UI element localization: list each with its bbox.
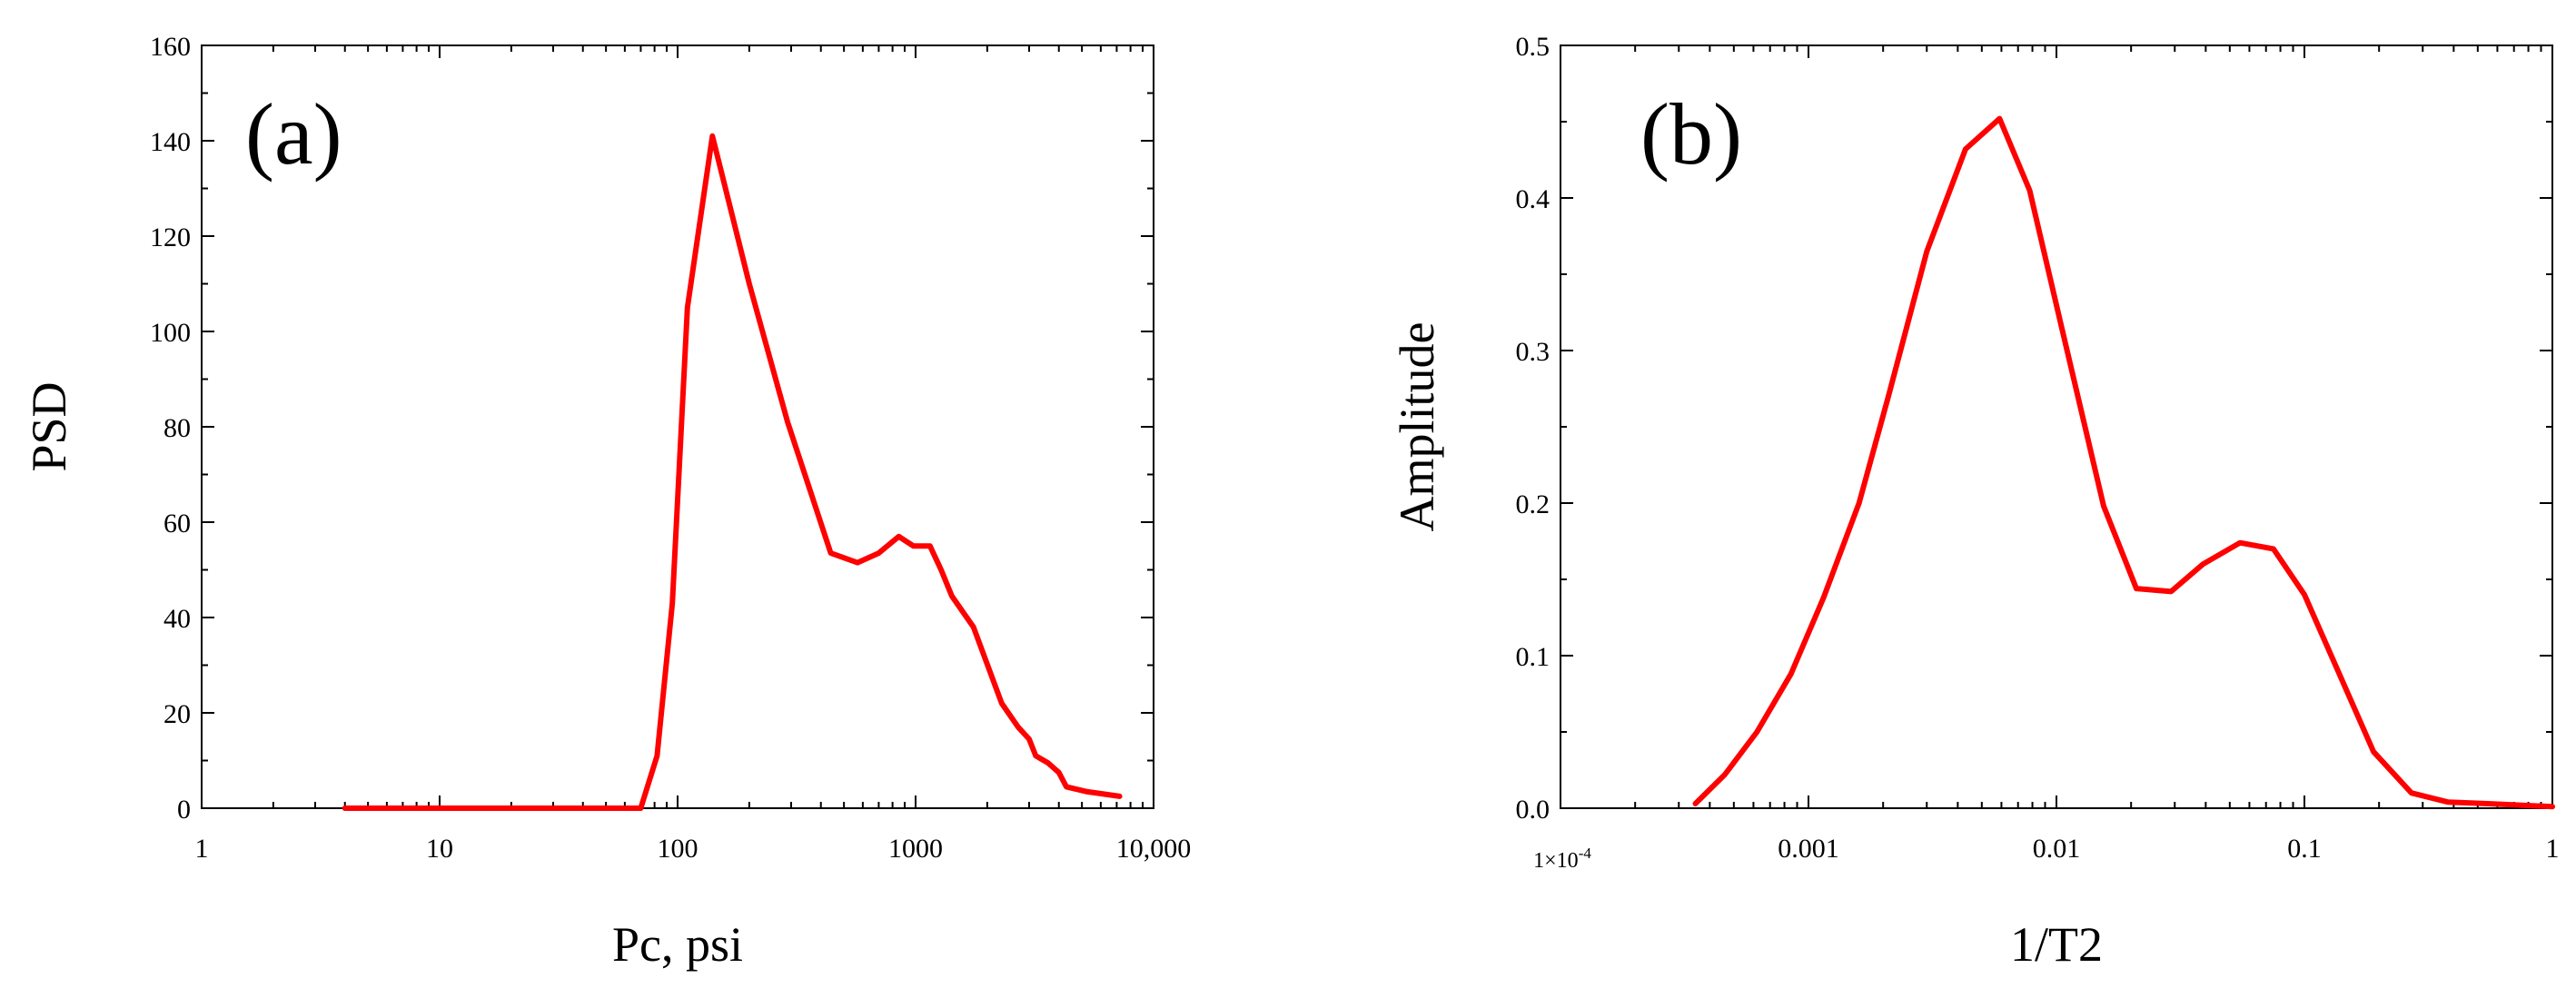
chart-a-x-tick-label: 100 bbox=[658, 834, 698, 864]
chart-a-data-points bbox=[344, 135, 1120, 809]
chart-b-y-tick-label: 0.3 bbox=[1516, 337, 1551, 367]
chart-b-y-tick-label: 0.4 bbox=[1516, 184, 1551, 214]
chart-b-y-tick-label: 0.0 bbox=[1516, 795, 1551, 825]
chart-b-y-tick-label: 0.2 bbox=[1516, 489, 1551, 519]
chart-a-y-tick-label: 140 bbox=[150, 127, 191, 157]
chart-b-tick-labels: 0.001 0.01 0.1 1 0.0 0.1 0.2 0.3 0.4 0.5 bbox=[1516, 32, 2560, 864]
chart-a-x-axis-title: Pc, psi bbox=[612, 917, 743, 972]
chart-b-y-tick-label: 0.1 bbox=[1516, 642, 1551, 672]
chart-a-x-tick-label: 1 bbox=[195, 834, 209, 864]
chart-a-y-tick-label: 40 bbox=[163, 604, 191, 634]
chart-a-panel-label: (a) bbox=[245, 85, 342, 183]
chart-a-series-line bbox=[342, 133, 1123, 811]
chart-a-y-tick-label: 20 bbox=[163, 699, 191, 729]
chart-a-y-tick-label: 100 bbox=[150, 318, 191, 348]
chart-b-x-tick-label: 1 bbox=[2546, 834, 2560, 864]
chart-a-y-tick-label: 60 bbox=[163, 509, 191, 539]
chart-b-x-tick-label: 0.01 bbox=[2033, 834, 2081, 864]
chart-b-x-tick-label: 0.001 bbox=[1778, 834, 1839, 864]
chart-a-x-tick-label: 1000 bbox=[888, 834, 943, 864]
chart-a-ticks bbox=[201, 44, 1154, 809]
chart-a-x-tick-label: 10,000 bbox=[1116, 834, 1192, 864]
chart-b: 0.001 0.01 0.1 1 0.0 0.1 0.2 0.3 0.4 0.5 1×10-4 (… bbox=[1390, 32, 2560, 972]
chart-a-y-tick-label: 120 bbox=[150, 222, 191, 252]
chart-a-y-axis-title: PSD bbox=[22, 381, 76, 471]
chart-b-panel-label: (b) bbox=[1640, 85, 1742, 183]
chart-b-data-points bbox=[1695, 118, 2553, 807]
chart-b-x-min-label-exponent: -4 bbox=[1579, 845, 1592, 862]
chart-b-series-line bbox=[1692, 115, 2555, 810]
chart-b-y-axis-title: Amplitude bbox=[1390, 322, 1444, 532]
chart-a-y-tick-label: 0 bbox=[177, 795, 191, 825]
chart-b-x-min-label: 1×10-4 bbox=[1533, 845, 1591, 873]
chart-a: 1 10 100 1000 10,000 0 20 40 60 80 100 120 140 160 (a… bbox=[22, 32, 1191, 972]
chart-a-y-tick-label: 80 bbox=[163, 413, 191, 443]
chart-b-x-axis-title: 1/T2 bbox=[2010, 917, 2103, 972]
chart-a-tick-labels: 1 10 100 1000 10,000 0 20 40 60 80 100 120 140 160 bbox=[150, 32, 1191, 864]
chart-b-x-tick-label: 0.1 bbox=[2287, 834, 2322, 864]
chart-a-y-tick-label: 160 bbox=[150, 32, 191, 62]
chart-b-y-tick-label: 0.5 bbox=[1516, 32, 1551, 62]
chart-a-x-tick-label: 10 bbox=[426, 834, 453, 864]
